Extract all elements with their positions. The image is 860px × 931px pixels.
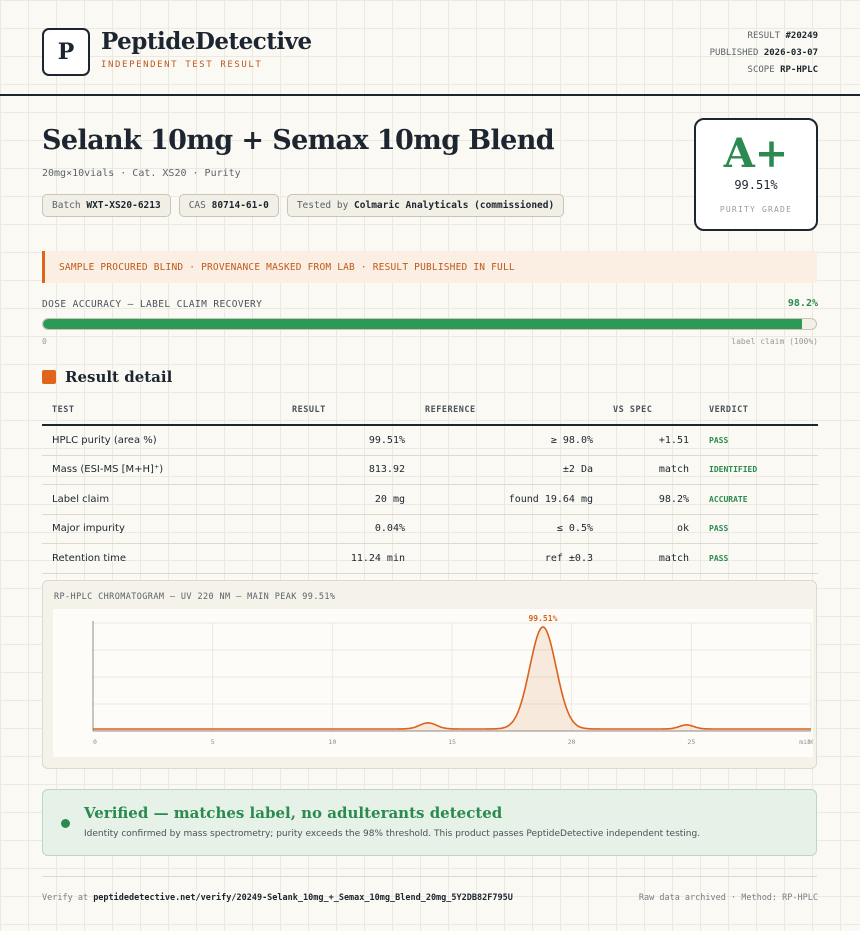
x-tick-label: 5	[211, 738, 215, 746]
batch-label: Batch	[52, 200, 81, 211]
table-row: Retention time 11.24 min ref ±0.3 match …	[42, 543, 818, 574]
cell-reference: ref ±0.3	[415, 543, 603, 574]
verified-banner: Verified — matches label, no adulterants…	[42, 789, 817, 856]
cell-vs-spec: ok	[603, 514, 699, 544]
x-tick-label: 25	[687, 738, 695, 746]
section-title: Result detail	[65, 368, 173, 386]
chromatogram-panel: RP-HPLC CHROMATOGRAM — UV 220 NM — MAIN …	[42, 580, 817, 769]
cell-result: 0.04%	[282, 514, 415, 544]
published-label: PUBLISHED	[709, 48, 759, 58]
bar-min-label: 0	[42, 337, 47, 346]
cell-test: Major impurity	[42, 514, 282, 544]
cell-reference: ±2 Da	[415, 455, 603, 485]
cell-verdict: IDENTIFIED	[699, 455, 818, 485]
cell-vs-spec: 98.2%	[603, 484, 699, 515]
cell-test: Retention time	[42, 543, 282, 574]
tested-by-chip: Tested by Colmaric Analyticals (commissi…	[286, 194, 565, 217]
cell-result: 11.24 min	[282, 543, 415, 574]
peak-label: 99.51%	[528, 614, 557, 623]
product-title: Selank 10mg + Semax 10mg Blend	[42, 125, 555, 156]
cell-result: 813.92	[282, 455, 415, 485]
brand-tagline: INDEPENDENT TEST RESULT	[101, 60, 263, 70]
cell-result: 99.51%	[282, 425, 415, 456]
cell-reference: ≥ 98.0%	[415, 425, 603, 456]
x-unit-label: min	[799, 738, 811, 746]
cell-verdict: PASS	[699, 425, 818, 456]
footer-verify: Verify at peptidedetective.net/verify/20…	[42, 893, 513, 903]
verified-description: Identity confirmed by mass spectrometry;…	[84, 829, 701, 839]
result-label: RESULT	[747, 31, 781, 41]
col-header-vs-spec: VS SPEC	[603, 396, 699, 426]
logo: P	[42, 28, 90, 76]
dose-accuracy-value: 98.2%	[787, 298, 818, 309]
col-header-result: RESULT	[282, 396, 415, 426]
grade-label: PURITY GRADE	[719, 205, 793, 214]
cell-result: 20 mg	[282, 484, 415, 515]
x-tick-label: 15	[448, 738, 456, 746]
cell-test: Label claim	[42, 484, 282, 515]
cell-vs-spec: match	[603, 543, 699, 574]
brand-name: PeptideDetective	[101, 28, 312, 55]
table-row: Major impurity 0.04% ≤ 0.5% ok PASS	[42, 514, 818, 544]
header-divider	[0, 94, 860, 96]
x-tick-label: 20	[568, 738, 576, 746]
chromatogram-title: RP-HPLC CHROMATOGRAM — UV 220 NM — MAIN …	[54, 592, 336, 602]
grade-value: 99.51%	[734, 178, 778, 192]
result-id: #20249	[785, 31, 818, 41]
purity-grade-card: A+ 99.51% PURITY GRADE	[694, 118, 818, 231]
verify-url-link[interactable]: peptidedetective.net/verify/20249-Selank…	[93, 893, 513, 903]
x-tick-label: 10	[328, 738, 336, 746]
cell-reference: ≤ 0.5%	[415, 514, 603, 544]
verify-label: Verify at	[42, 893, 89, 903]
cas-chip: CAS 80714-61-0	[178, 194, 279, 217]
cell-reference: found 19.64 mg	[415, 484, 603, 515]
table-row: HPLC purity (area %) 99.51% ≥ 98.0% +1.5…	[42, 425, 818, 456]
cas-label: CAS	[188, 200, 206, 211]
col-header-reference: REFERENCE	[415, 396, 603, 426]
batch-value: WXT-XS20-6213	[86, 200, 161, 211]
dose-accuracy-label: DOSE ACCURACY — LABEL CLAIM RECOVERY	[42, 299, 263, 310]
cas-value: 80714-61-0	[211, 200, 269, 211]
table-row: Label claim 20 mg found 19.64 mg 98.2% A…	[42, 484, 818, 515]
scope-value: RP-HPLC	[780, 65, 818, 75]
bar-max-label: label claim (100%)	[731, 337, 818, 346]
cell-verdict: ACCURATE	[699, 484, 818, 515]
cell-vs-spec: +1.51	[603, 425, 699, 456]
x-tick-label: 0	[93, 738, 97, 746]
cell-vs-spec: match	[603, 455, 699, 485]
table-header-row: TEST RESULT REFERENCE VS SPEC VERDICT	[42, 396, 818, 426]
cell-verdict: PASS	[699, 514, 818, 544]
verified-dot-icon	[61, 819, 70, 828]
col-header-verdict: VERDICT	[699, 396, 818, 426]
product-subtitle: 20mg×10vials · Cat. XS20 · Purity	[42, 168, 241, 179]
dose-progress-bar	[42, 318, 817, 330]
tested-label: Tested by	[296, 200, 349, 211]
chromatogram-plot-area: 99.51% 0 5 10 15 20 25 30 min	[53, 609, 815, 757]
section-marker	[42, 370, 56, 384]
table-row: Mass (ESI-MS [M+H]⁺) 813.92 ±2 Da match …	[42, 455, 818, 485]
result-table: TEST RESULT REFERENCE VS SPEC VERDICT HP…	[42, 396, 818, 574]
logo-letter: P	[57, 39, 75, 65]
blind-notice: SAMPLE PROCURED BLIND · PROVENANCE MASKE…	[42, 251, 817, 283]
dose-progress-fill	[43, 319, 803, 329]
footer-archive-note: Raw data archived · Method: RP-HPLC	[638, 893, 818, 903]
cell-test: Mass (ESI-MS [M+H]⁺)	[42, 455, 282, 485]
col-header-test: TEST	[42, 396, 282, 426]
x-tick-label: 30	[807, 738, 813, 746]
published-date: 2026-03-07	[763, 48, 818, 58]
footer-divider	[42, 876, 817, 877]
product-chips: Batch WXT-XS20-6213 CAS 80714-61-0 Teste…	[42, 194, 565, 217]
scope-label: SCOPE	[747, 65, 775, 75]
grade-letter: A+	[723, 130, 789, 177]
cell-test: HPLC purity (area %)	[42, 425, 282, 456]
tested-value: Colmaric Analyticals (commissioned)	[354, 200, 555, 211]
verified-title: Verified — matches label, no adulterants…	[84, 804, 503, 822]
notice-text: SAMPLE PROCURED BLIND · PROVENANCE MASKE…	[59, 261, 515, 273]
signal-line	[93, 626, 811, 730]
batch-chip: Batch WXT-XS20-6213	[42, 194, 171, 217]
cell-verdict: PASS	[699, 543, 818, 574]
result-meta: RESULT #20249 PUBLISHED 2026-03-07 SCOPE…	[710, 28, 818, 79]
